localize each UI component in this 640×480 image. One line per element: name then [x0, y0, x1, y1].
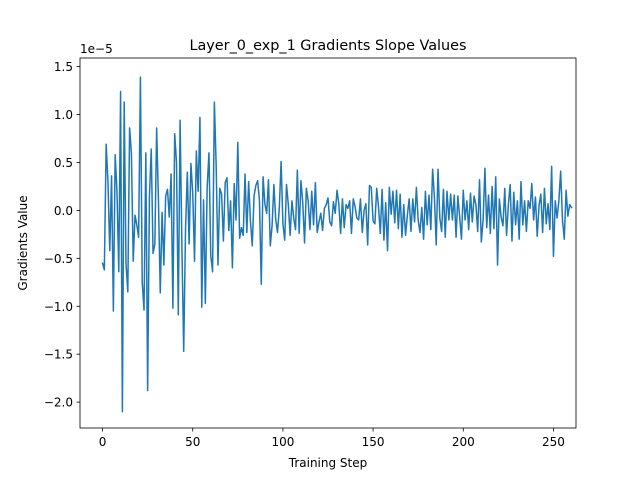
- x-axis-label: Training Step: [288, 456, 368, 470]
- plot-frame: [79, 57, 577, 429]
- x-tick-label: 200: [452, 435, 475, 449]
- y-tick-label: −2.0: [44, 396, 73, 410]
- chart-title: Layer_0_exp_1 Gradients Slope Values: [189, 38, 466, 54]
- x-axis: 0 50 100 150 200 250: [99, 428, 565, 449]
- y-offset-label: 1e−5: [80, 42, 113, 56]
- y-axis: −2.0 −1.5 −1.0 −0.5 0.0 0.5 1.0 1.5: [44, 60, 80, 410]
- y-tick-label: −1.5: [44, 348, 73, 362]
- y-tick-label: 1.0: [54, 108, 73, 122]
- x-tick-label: 150: [362, 435, 385, 449]
- plot-area: [101, 76, 573, 413]
- y-tick-label: 0.0: [54, 204, 73, 218]
- y-tick-label: 1.5: [54, 60, 73, 74]
- y-tick-label: −0.5: [44, 252, 73, 266]
- y-tick-label: 0.5: [54, 156, 73, 170]
- y-tick-label: −1.0: [44, 300, 73, 314]
- x-tick-label: 100: [271, 435, 294, 449]
- x-tick-label: 50: [185, 435, 200, 449]
- x-tick-label: 0: [99, 435, 107, 449]
- x-tick-label: 250: [542, 435, 565, 449]
- series-line: [101, 76, 573, 413]
- y-axis-label: Gradients Value: [16, 195, 30, 290]
